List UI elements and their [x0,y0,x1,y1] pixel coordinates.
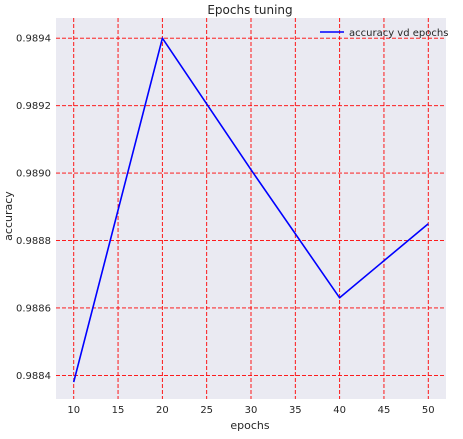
x-axis: 10 15 20 25 30 35 40 45 50 [67,405,434,416]
legend-label: accuracy vd epochs [349,28,448,39]
x-axis-title: epochs [230,419,269,432]
x-tick-label: 25 [200,405,213,416]
x-tick-label: 50 [422,405,435,416]
x-tick-label: 45 [378,405,391,416]
y-axis-title: accuracy [2,191,15,241]
y-tick-label: 0.9886 [16,303,51,314]
x-tick-label: 30 [245,405,258,416]
x-tick-label: 10 [67,405,80,416]
y-tick-label: 0.9888 [16,236,51,247]
x-tick-label: 20 [156,405,169,416]
y-axis: 0.9884 0.9886 0.9888 0.9890 0.9892 0.9894 [16,34,51,382]
y-tick-label: 0.9892 [16,101,51,112]
x-tick-label: 40 [333,405,346,416]
y-tick-label: 0.9894 [16,34,51,45]
x-tick-label: 35 [289,405,302,416]
x-tick-label: 15 [112,405,125,416]
y-tick-label: 0.9890 [16,169,51,180]
chart-title: Epochs tuning [207,3,292,17]
y-tick-label: 0.9884 [16,371,51,382]
